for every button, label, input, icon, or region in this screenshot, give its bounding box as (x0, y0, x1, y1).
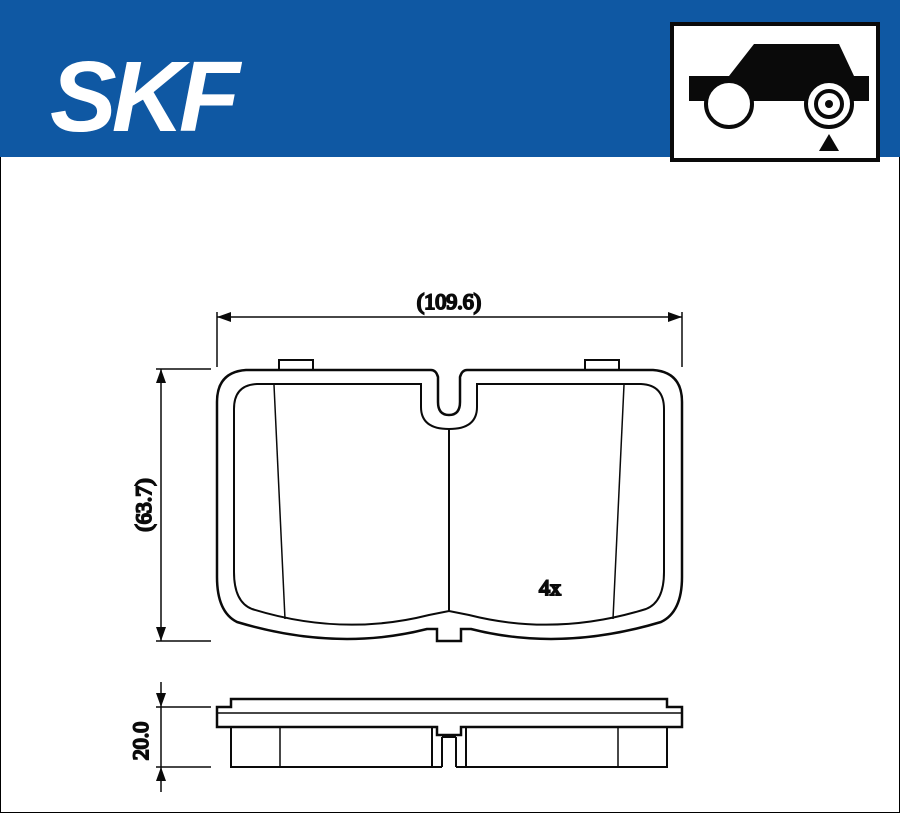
diagram-area: (109.6) (63.7) 4x (0, 157, 900, 813)
width-dimension: (109.6) (417, 289, 481, 314)
height-dimension: (63.7) (131, 478, 156, 531)
header-bar: SKF (0, 0, 900, 157)
brand-logo: SKF (50, 40, 235, 155)
quantity-label: 4x (539, 575, 561, 600)
thickness-dimension: 20.0 (128, 722, 153, 761)
technical-drawing: (109.6) (63.7) 4x (1, 157, 900, 813)
position-icon-box (670, 22, 880, 162)
rear-axle-icon (674, 26, 876, 158)
